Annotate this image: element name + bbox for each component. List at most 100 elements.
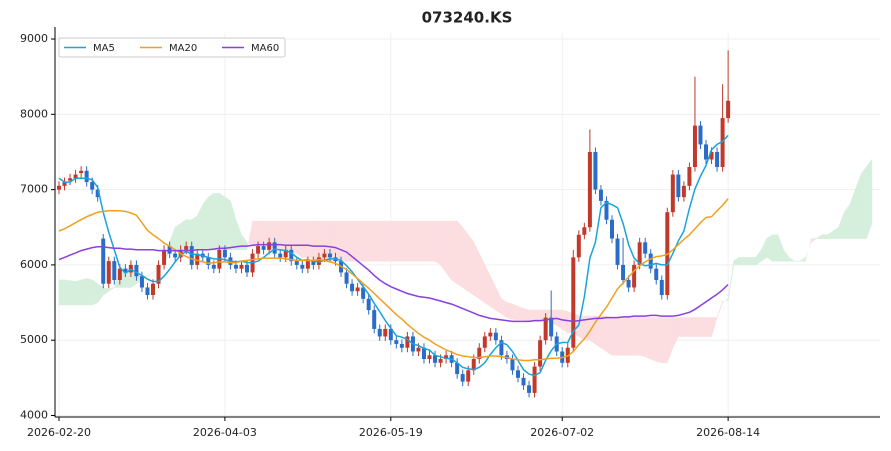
candle-body (272, 242, 277, 254)
candle-body (521, 377, 526, 386)
ma-line (58, 198, 729, 362)
cloud (213, 193, 220, 251)
candle-body (676, 174, 681, 198)
cloud (644, 317, 652, 360)
cloud (174, 222, 181, 251)
cloud (611, 317, 618, 356)
cloud (772, 234, 779, 262)
cloud (860, 166, 867, 239)
cloud (733, 256, 740, 266)
candle-body (377, 328, 382, 337)
cloud (384, 220, 392, 262)
cloud (379, 220, 386, 262)
candle-body (527, 385, 532, 393)
candle-body (532, 366, 537, 393)
cloud (744, 257, 751, 266)
candle-body (549, 317, 554, 337)
cloud (661, 317, 668, 364)
cloud (738, 257, 746, 266)
cloud (313, 220, 320, 262)
candle-body (311, 261, 316, 265)
cloud (805, 249, 809, 262)
chart-title: 073240.KS (422, 9, 513, 27)
candle-body (659, 279, 664, 296)
cloud (827, 230, 834, 239)
candle-body (261, 246, 266, 250)
candle-body (538, 340, 543, 367)
cloud (705, 317, 712, 337)
cloud (241, 233, 248, 251)
cloud (722, 301, 725, 303)
cloud (390, 220, 397, 262)
cloud (307, 220, 314, 260)
cloud (855, 174, 862, 239)
cloud (423, 220, 430, 262)
x-tick-label: 2026-08-14 (696, 426, 760, 439)
candle-body (477, 347, 482, 360)
candle-body (123, 268, 128, 273)
candle-body (598, 189, 603, 201)
cloud (248, 221, 253, 247)
candle-body (117, 268, 122, 280)
candle-body (300, 264, 305, 269)
cloud (716, 300, 723, 318)
cloud (91, 279, 99, 306)
cloud (429, 220, 436, 262)
cloud (478, 253, 486, 304)
candle-body (433, 355, 438, 363)
candle-body (134, 264, 139, 277)
candle-body (681, 185, 686, 198)
cloud (724, 298, 729, 302)
cloud (501, 298, 508, 319)
cloud (606, 315, 613, 356)
cloud (689, 317, 696, 337)
cloud (434, 220, 441, 266)
candle-body (278, 253, 283, 258)
x-tick-label: 2026-07-02 (530, 426, 594, 439)
legend-frame (58, 37, 286, 58)
candle-body (715, 151, 720, 168)
candle-body (455, 362, 460, 375)
candle-body (610, 219, 614, 239)
candle-body (294, 261, 299, 265)
cloud (815, 234, 823, 239)
cloud (512, 303, 519, 321)
candle-body (394, 340, 399, 344)
x-tick-label: 2026-02-20 (27, 426, 91, 439)
legend-label: MA60 (251, 43, 279, 54)
candle-body (493, 332, 498, 341)
candle-body (151, 283, 156, 296)
candle-body (593, 151, 598, 190)
cloud (252, 220, 259, 247)
candle-body (482, 336, 487, 348)
cloud (821, 234, 828, 239)
candle-body (95, 189, 100, 198)
candle-body (444, 355, 449, 360)
y-tick-label: 4000 (20, 408, 48, 421)
cloud (490, 276, 497, 311)
candle-body (206, 257, 211, 265)
candle-body (709, 151, 714, 160)
candle-body (256, 246, 261, 254)
y-tick-label: 8000 (20, 107, 48, 120)
cloud (351, 220, 358, 262)
cloud (440, 220, 447, 274)
candle-body (361, 287, 366, 299)
candle-body (162, 249, 167, 265)
candle-body (233, 264, 238, 269)
cloud (230, 200, 237, 251)
cloud (761, 238, 768, 262)
candle-body (267, 242, 272, 250)
candle-body (139, 276, 144, 288)
cloud (523, 308, 530, 321)
cloud (64, 279, 71, 306)
cloud (224, 196, 231, 251)
legend-label: MA5 (93, 43, 115, 54)
cloud (373, 220, 381, 262)
candle-body (173, 253, 178, 258)
cloud (639, 317, 646, 358)
candle-body (388, 328, 393, 341)
cloud (235, 219, 242, 251)
cloud (694, 317, 701, 337)
